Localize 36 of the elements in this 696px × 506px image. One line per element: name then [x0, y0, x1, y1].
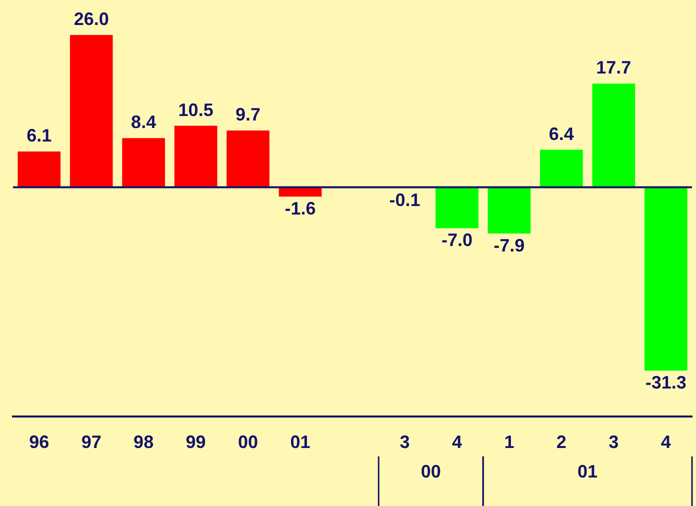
- bar: [540, 150, 583, 188]
- bar: [436, 187, 478, 228]
- text: 00: [420, 461, 441, 482]
- data-label: 8.4: [131, 112, 156, 132]
- x-tick-label: 1: [504, 432, 514, 452]
- bar: [644, 187, 688, 371]
- x-tick-label: 98: [134, 432, 154, 452]
- text: 01: [578, 461, 598, 482]
- x-tick-label: 4: [660, 432, 671, 452]
- bar: [174, 126, 218, 188]
- data-label: -7.9: [494, 236, 525, 256]
- bar: [226, 130, 270, 188]
- bar: [488, 187, 531, 234]
- bar: [70, 35, 113, 188]
- bar: [18, 152, 61, 188]
- x-tick-label: 2: [556, 432, 566, 452]
- data-label: -0.1: [389, 190, 420, 210]
- data-label: -7.0: [441, 230, 472, 250]
- data-label: 6.4: [548, 124, 574, 144]
- data-label: 26.0: [74, 8, 109, 29]
- x-tick-label: 01: [290, 432, 310, 452]
- x-tick-label: 3: [608, 432, 619, 452]
- x-tick-label: 00: [238, 432, 258, 452]
- bar: [122, 138, 165, 188]
- data-label: 17.7: [596, 58, 632, 78]
- x-tick-label: 4: [452, 432, 462, 452]
- x-tick-label: 96: [29, 432, 50, 452]
- bar: [592, 84, 636, 188]
- data-label: 10.5: [178, 100, 214, 120]
- data-label: -31.3: [645, 372, 686, 393]
- x-tick-label: 97: [81, 432, 102, 452]
- data-label: 9.7: [236, 104, 261, 124]
- x-tick-label: 3: [400, 432, 410, 452]
- x-tick-label: 99: [186, 432, 206, 452]
- data-label: -1.6: [284, 198, 316, 219]
- data-label: 6.1: [26, 126, 52, 146]
